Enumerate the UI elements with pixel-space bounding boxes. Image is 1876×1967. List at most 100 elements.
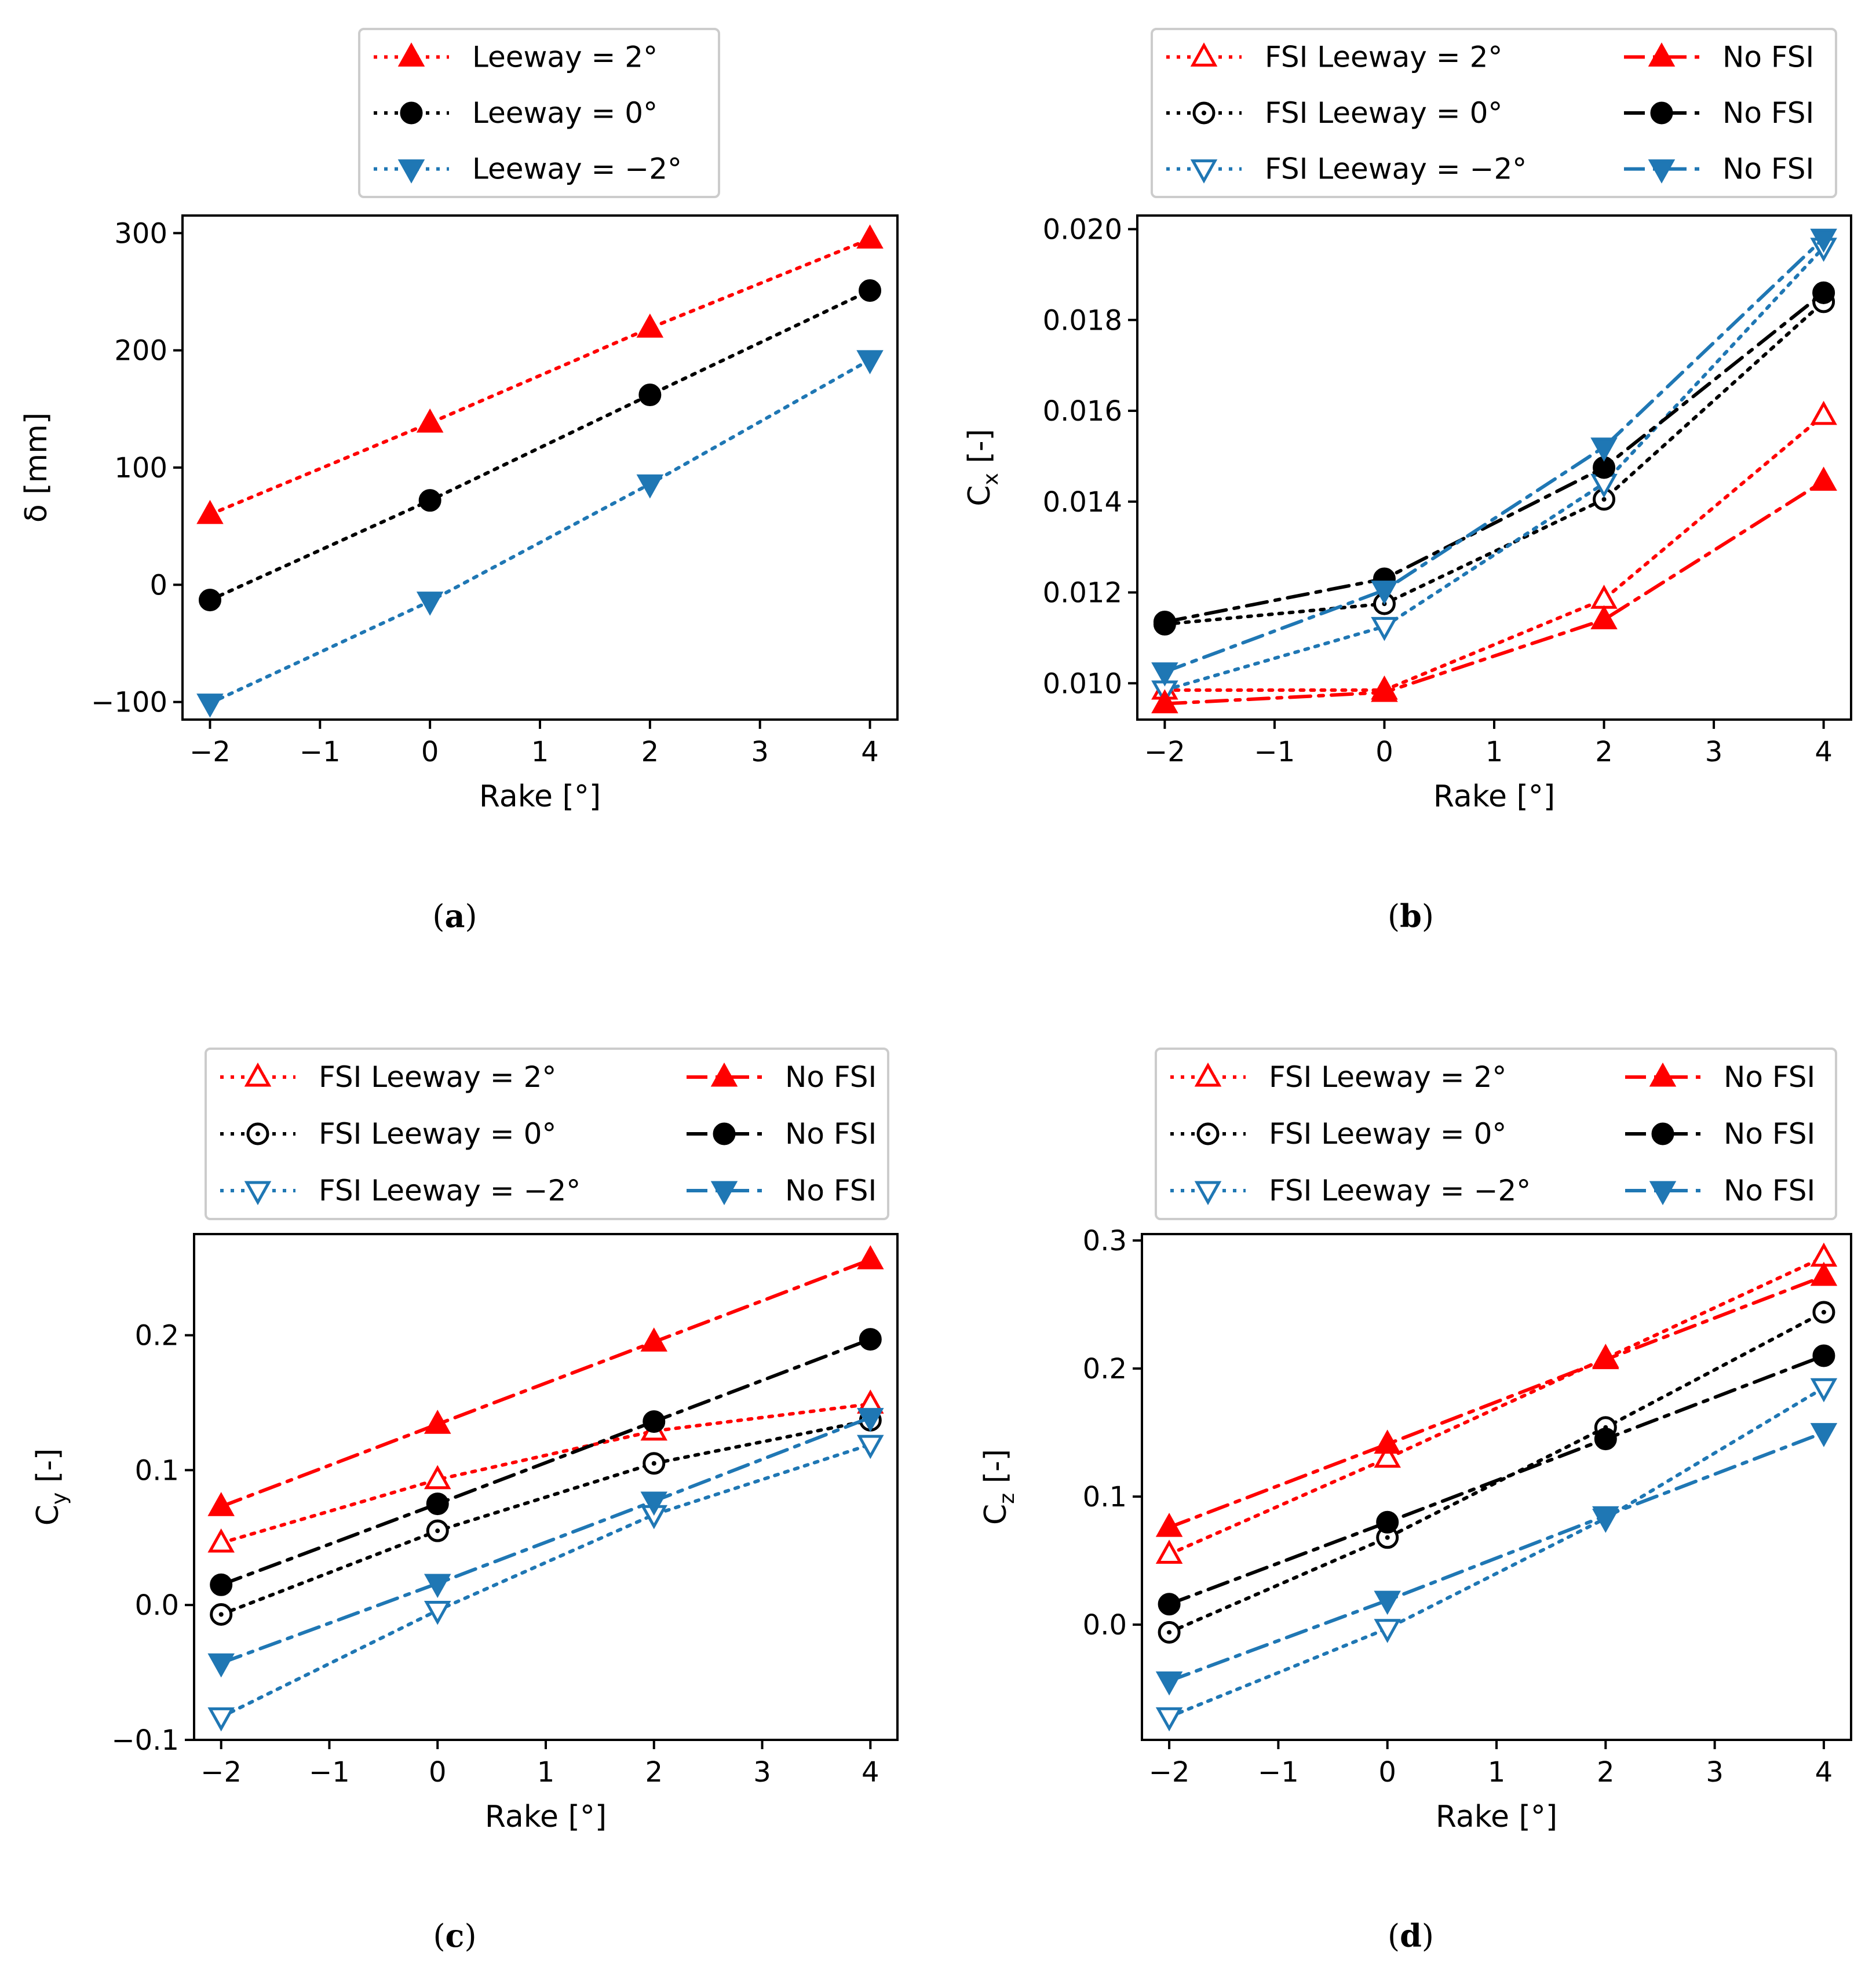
series-4 — [207, 1245, 884, 1516]
data-point — [1810, 1378, 1838, 1403]
series-3 — [1151, 238, 1837, 705]
legend-item: FSI Leeway = 0° — [1170, 1117, 1506, 1151]
legend-label: No FSI — [1724, 1174, 1815, 1207]
data-point — [1371, 677, 1398, 702]
data-point-center — [1167, 1630, 1172, 1635]
data-point — [418, 489, 441, 512]
data-point — [1155, 1707, 1183, 1732]
legend-frame — [205, 1048, 889, 1220]
data-point — [643, 1410, 666, 1433]
data-point — [1374, 1429, 1401, 1454]
plot-frame — [193, 1233, 899, 1741]
y-tick-label: 0.010 — [1043, 667, 1122, 700]
y-tick-label: 0.020 — [1043, 214, 1122, 246]
series-line — [208, 357, 872, 705]
series-line — [219, 1402, 873, 1545]
legend-marker — [1190, 42, 1218, 67]
legend-item: Leeway = 0° — [374, 96, 658, 130]
series-line — [208, 289, 872, 602]
data-point — [1374, 1590, 1401, 1615]
x-tick-label: 3 — [1705, 736, 1723, 768]
data-point — [857, 1408, 884, 1432]
data-point — [856, 350, 884, 374]
data-point — [1153, 610, 1176, 633]
legend-marker-center — [1202, 111, 1206, 115]
data-point — [636, 313, 664, 338]
x-tick-label: 4 — [1815, 1756, 1833, 1789]
legend-marker — [1649, 1181, 1677, 1206]
data-point — [416, 592, 444, 616]
legend-item: No FSI — [1625, 1117, 1815, 1151]
y-axis-label: Cx [-] — [962, 429, 1003, 506]
legend-item: No FSI — [687, 1060, 877, 1094]
legend-marker — [397, 159, 425, 184]
series-line — [1167, 1274, 1826, 1530]
panel-c: −2 −1 0 1 2 3 4 −0.1 0.0 0.1 0.2 Rake [°] Cy [-] FSI … — [31, 1048, 899, 1954]
legend-marker — [1650, 101, 1673, 125]
legend-marker — [400, 101, 423, 125]
series-line — [1163, 300, 1826, 626]
legend-marker — [1651, 1122, 1674, 1145]
y-tick-label: 0.0 — [1083, 1609, 1127, 1641]
y-tick-label: 0.2 — [1083, 1353, 1127, 1385]
data-point — [1374, 1619, 1401, 1643]
legend-label: No FSI — [1722, 96, 1814, 130]
legend-item: FSI Leeway = 2° — [1166, 40, 1502, 74]
data-point-center — [435, 1528, 440, 1534]
data-point — [857, 1245, 884, 1269]
series-line — [1163, 413, 1826, 692]
legend-marker — [244, 1181, 272, 1206]
legend-item: No FSI — [1624, 40, 1814, 74]
data-point — [856, 224, 884, 249]
legend-frame — [1155, 1048, 1837, 1220]
y-tick-label: 0 — [149, 569, 167, 601]
x-tick-label: 3 — [751, 736, 769, 768]
data-point — [1812, 281, 1835, 304]
data-point — [1151, 689, 1178, 714]
x-tick-label: −2 — [1144, 736, 1185, 768]
legend-label: No FSI — [785, 1117, 877, 1151]
panel-caption: (b) — [1388, 897, 1434, 935]
legend-label: No FSI — [1724, 1060, 1815, 1094]
legend-marker — [1648, 159, 1676, 184]
x-tick-label: 0 — [421, 736, 439, 768]
y-tick-label: −100 — [91, 687, 167, 719]
legend-label: FSI Leeway = −2° — [1269, 1174, 1531, 1207]
x-axis-label: Rake [°] — [485, 1800, 607, 1834]
series-2 — [1158, 1301, 1835, 1644]
series-line — [1163, 291, 1826, 624]
legend-item: Leeway = −2° — [374, 152, 682, 186]
y-tick-label: 300 — [114, 217, 167, 250]
series-line — [219, 1337, 873, 1587]
y-tick-label: 0.3 — [1083, 1225, 1127, 1257]
data-point-center — [1821, 1309, 1826, 1315]
data-point — [1594, 1428, 1617, 1451]
data-point — [196, 499, 224, 524]
legend-item: No FSI — [1624, 96, 1814, 130]
x-tick-label: −1 — [300, 736, 341, 768]
panel-b: −2 −1 0 1 2 3 4 0.010 0.012 0.014 0.016 0.018 0.020 R… — [962, 28, 1852, 935]
x-axis-label: Rake [°] — [479, 779, 601, 814]
data-point — [426, 1492, 449, 1516]
y-tick-label: 0.1 — [1083, 1481, 1127, 1513]
series-1 — [1155, 1242, 1838, 1564]
legend-item: FSI Leeway = 2° — [1170, 1060, 1506, 1094]
y-tick-label: 0.012 — [1043, 577, 1122, 610]
x-tick-label: 3 — [753, 1756, 771, 1789]
x-tick-label: 2 — [1597, 1756, 1615, 1789]
data-point — [207, 1492, 235, 1516]
y-tick-label: 200 — [114, 335, 167, 367]
legend-marker — [244, 1062, 272, 1087]
legend-item: FSI Leeway = 0° — [1166, 96, 1502, 130]
plot-frame — [1141, 1233, 1852, 1741]
series-2 — [1153, 290, 1835, 636]
series-5 — [210, 1328, 882, 1596]
legend-item: FSI Leeway = −2° — [220, 1174, 581, 1207]
series-5 — [1158, 1344, 1835, 1616]
x-tick-label: 1 — [1486, 736, 1503, 768]
series-3 — [1155, 1378, 1838, 1732]
legend-label: No FSI — [785, 1174, 877, 1207]
x-tick-label: 1 — [531, 736, 549, 768]
data-point — [1810, 1261, 1838, 1286]
legend-item: Leeway = 2° — [374, 40, 658, 74]
